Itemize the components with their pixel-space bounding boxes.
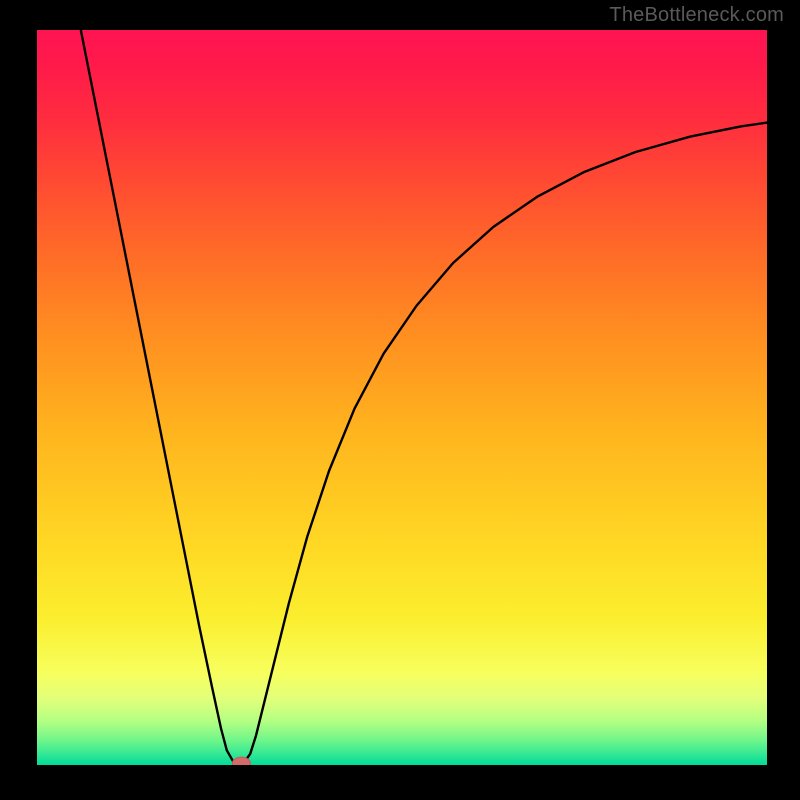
- bottleneck-curve-chart: [0, 0, 800, 800]
- minimum-marker: [232, 757, 250, 769]
- chart-root: TheBottleneck.com: [0, 0, 800, 800]
- watermark-text: TheBottleneck.com: [609, 4, 784, 27]
- gradient-background: [37, 30, 767, 765]
